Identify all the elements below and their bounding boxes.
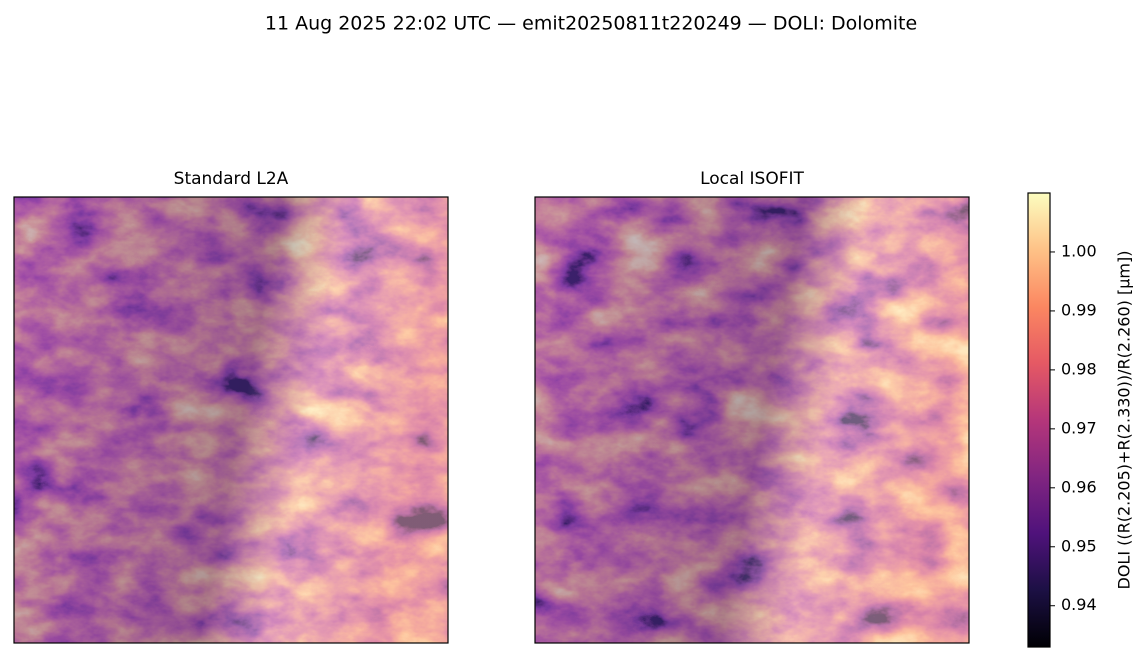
colorbar (1027, 192, 1051, 648)
panel-title: Standard L2A (174, 169, 289, 189)
figure-title: 11 Aug 2025 22:02 UTC — emit20250811t220… (265, 13, 917, 35)
colorbar-label: DOLI ((R(2.205)+R(2.330))/R(2.260) [µm]) (1115, 251, 1134, 590)
panel-shade (535, 197, 969, 643)
panel-frame (534, 196, 970, 644)
panel-frame (13, 196, 449, 644)
panel-shade (14, 197, 448, 643)
colorbar-tick-label: 0.98 (1061, 359, 1097, 378)
colorbar-tick-label: 0.99 (1061, 300, 1097, 319)
colorbar-tick-label: 0.96 (1061, 477, 1097, 496)
colorbar-tick-label: 0.95 (1061, 536, 1097, 555)
colorbar-tick-label: 1.00 (1061, 241, 1097, 260)
colorbar-tick-label: 0.94 (1061, 595, 1097, 614)
colorbar-tick-label: 0.97 (1061, 418, 1097, 437)
panel-title: Local ISOFIT (700, 169, 804, 189)
